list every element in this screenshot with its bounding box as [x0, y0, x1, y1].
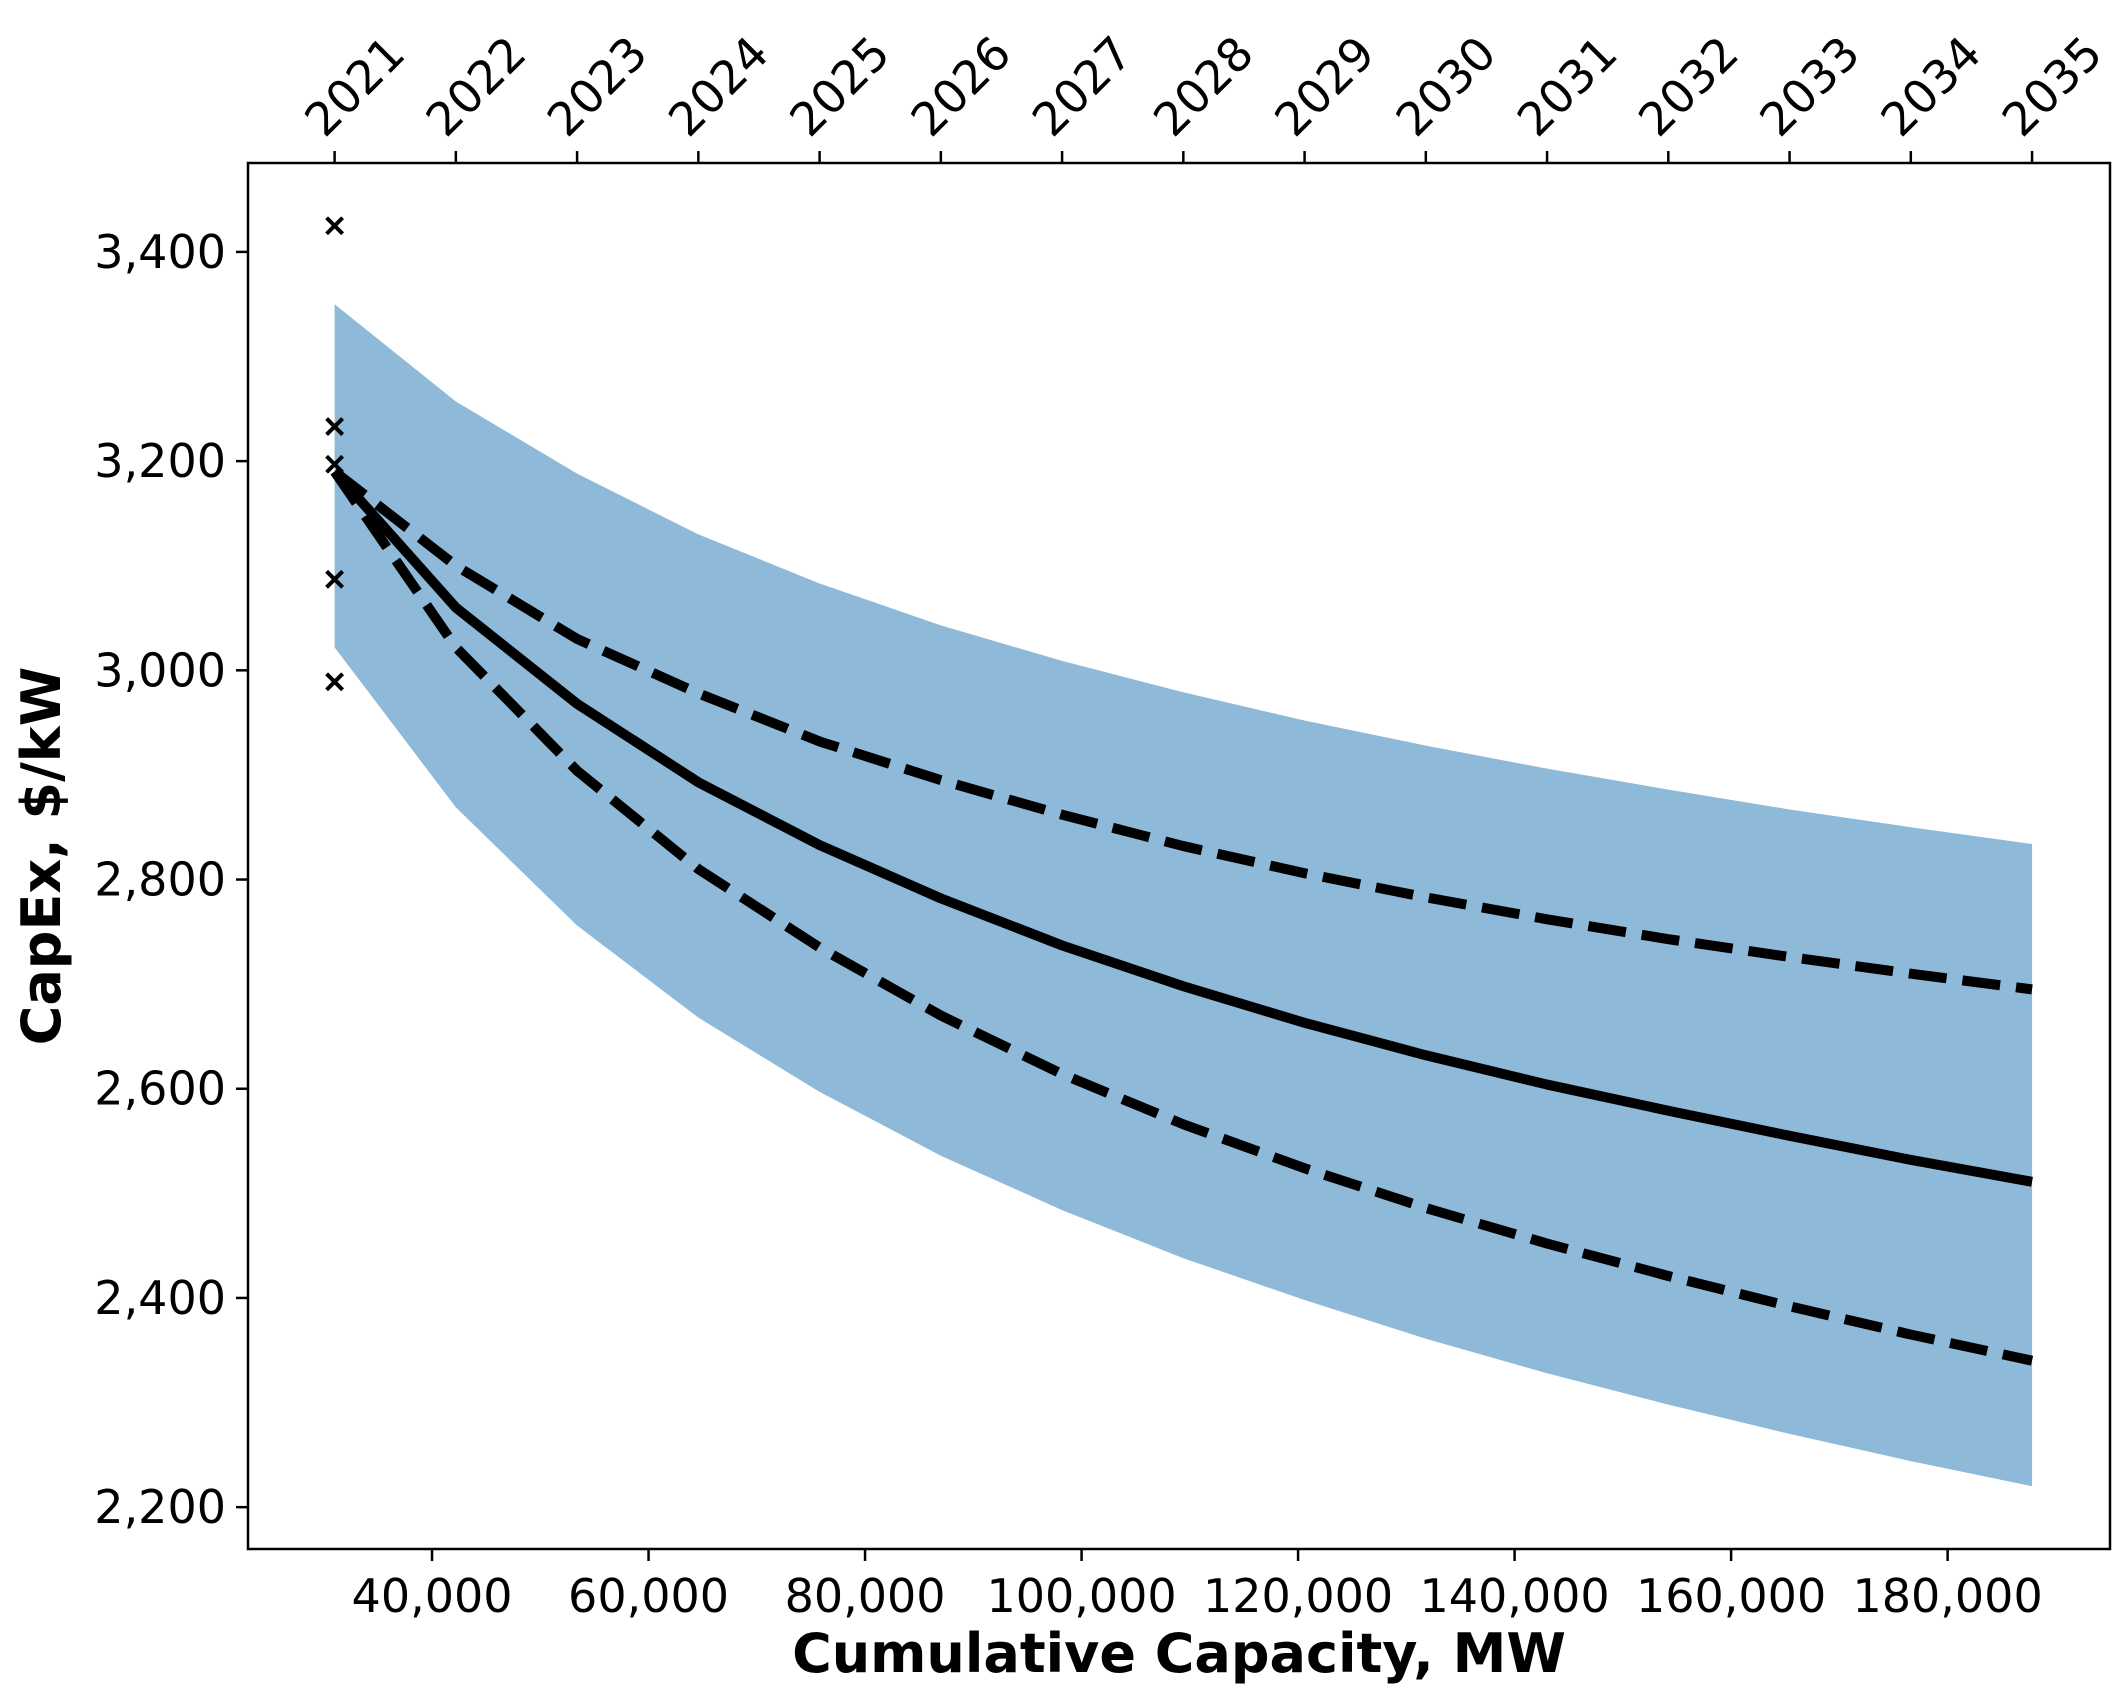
top-tick-label: 2032: [1628, 26, 1749, 147]
x-tick-label: 180,000: [1852, 1569, 2042, 1623]
uncertainty-band: [334, 304, 2033, 1487]
marker-2: [325, 454, 345, 474]
top-tick-label: 2021: [294, 26, 415, 147]
top-tick-label: 2034: [1870, 26, 1991, 147]
y-tick-label: 2,600: [94, 1062, 226, 1116]
x-tick-label: 140,000: [1419, 1569, 1609, 1623]
solid-line: [330, 468, 2033, 1187]
y-tick-label: 3,000: [94, 643, 226, 697]
x-axis-title: Cumulative Capacity, MW: [792, 1622, 1566, 1685]
top-tick-label: 2030: [1385, 26, 1506, 147]
x-tick-label: 80,000: [785, 1569, 946, 1623]
top-tick-label: 2033: [1749, 26, 1870, 147]
top-tick-label: 2024: [658, 26, 779, 147]
x-tick-label: 160,000: [1636, 1569, 1826, 1623]
top-tick-label: 2029: [1264, 26, 1385, 147]
dashed-line-2: [330, 468, 2034, 1366]
top-tick-label: 2023: [537, 26, 658, 147]
marker-3: [325, 569, 345, 589]
y-tick-label: 2,400: [94, 1271, 226, 1325]
y-tick-label: 3,200: [94, 434, 226, 488]
marker-stroke: [325, 454, 345, 474]
dashed-line-1: [331, 467, 2033, 995]
y-tick-label: 3,400: [94, 225, 226, 279]
x-tick-label: 120,000: [1203, 1569, 1393, 1623]
marker-4: [325, 672, 345, 692]
marker-stroke: [325, 672, 345, 692]
y-axis-title: CapEx, $/kW: [10, 667, 73, 1046]
marker-0: [325, 216, 345, 236]
y-tick-label: 2,800: [94, 853, 226, 907]
marker-stroke: [325, 569, 345, 589]
x-tick-label: 40,000: [352, 1569, 513, 1623]
x-axis: 40,000 60,000 80,000 100,000 120,000 140,000 1…: [352, 1549, 2043, 1623]
y-tick-label: 2,200: [94, 1480, 226, 1534]
marker-stroke: [325, 417, 345, 437]
y-axis: 2,200 2,400 2,600 2,800 3,000 3,200 3,400: [94, 225, 248, 1534]
top-tick-label: 2027: [1022, 26, 1143, 147]
plot-area: [325, 216, 2034, 1487]
top-tick-label: 2035: [1992, 26, 2113, 147]
marker-stroke: [325, 216, 345, 236]
top-tick-label: 2028: [1143, 26, 1264, 147]
plot-frame: [246, 161, 2112, 1551]
top-tick-label: 2031: [1507, 26, 1628, 147]
top-year-axis: 2021 2022 2023 2024 2025 2026 2027 2028 2029 2030…: [294, 26, 2113, 163]
top-tick-label: 2026: [900, 26, 1021, 147]
top-tick-label: 2022: [415, 26, 536, 147]
x-tick-label: 60,000: [568, 1569, 729, 1623]
top-tick-label: 2025: [779, 26, 900, 147]
marker-1: [325, 417, 345, 437]
x-tick-label: 100,000: [986, 1569, 1176, 1623]
